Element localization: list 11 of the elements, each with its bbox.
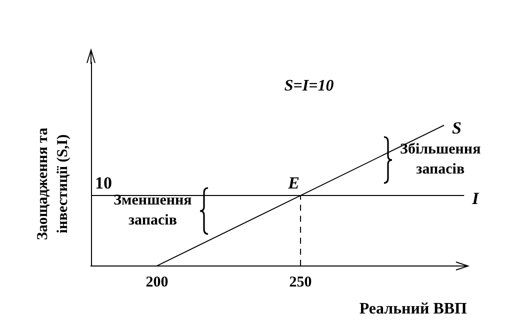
x-tick-label: 250 (289, 274, 312, 291)
series-label: I (471, 188, 480, 208)
annotation: Збільшення запасів (400, 142, 481, 178)
x-axis-title: Реальний ВВП (359, 300, 468, 318)
text: S=I=10 (284, 78, 334, 95)
series-label: S (452, 118, 462, 138)
annotation: 10 (95, 173, 112, 192)
x-tick-label: 200 (146, 274, 168, 291)
annotation: E (287, 173, 300, 192)
y-axis-title: Заощадження та інвестиції (S,I) (34, 127, 71, 240)
annotation: Зменшення запасів (114, 192, 192, 229)
